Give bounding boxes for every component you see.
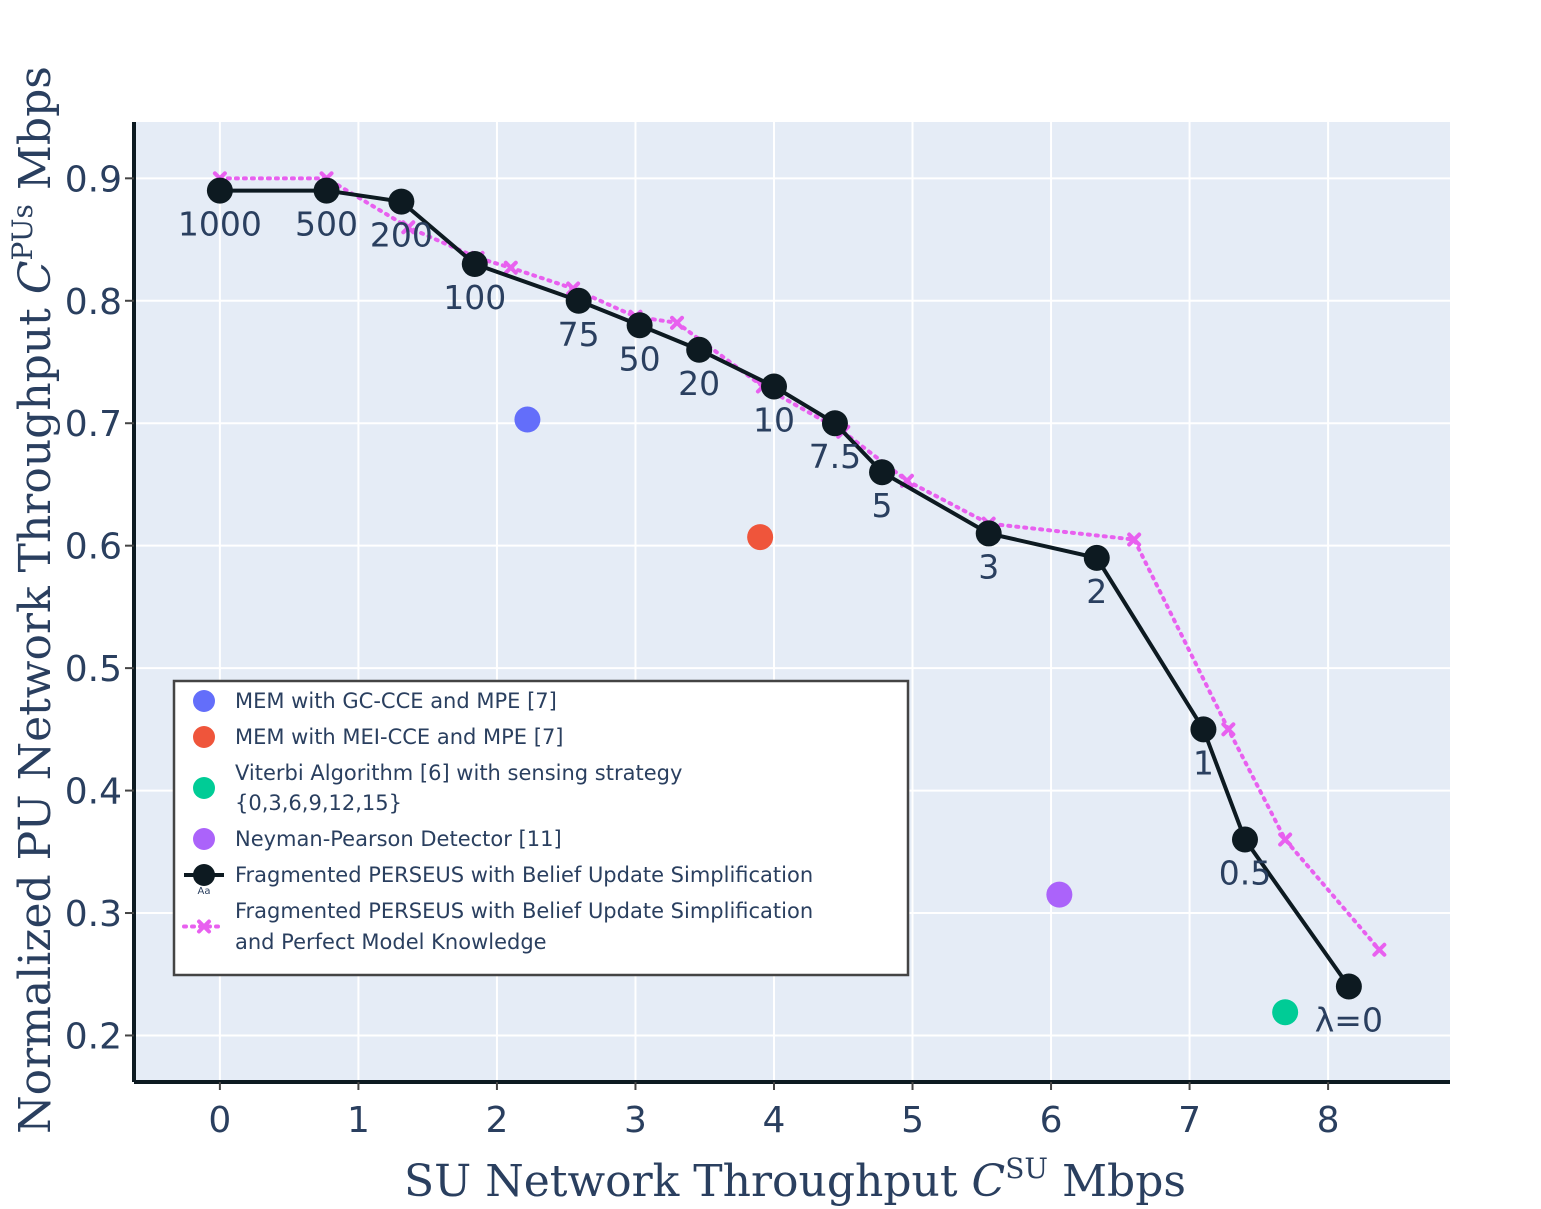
perseus-marker (206, 177, 233, 204)
legend-label: Viterbi Algorithm [6] with sensing strat… (235, 761, 682, 785)
perseus-point-label: 20 (678, 364, 720, 403)
perseus-point-label: λ=0 (1315, 1000, 1383, 1039)
perseus-point-label: 3 (978, 547, 999, 586)
series-layer (206, 171, 1387, 1026)
perseus-point-label: 1 (1193, 743, 1214, 782)
legend-marker (197, 919, 211, 934)
y-tick-label: 0.7 (65, 404, 122, 445)
perfect-model-marker (1127, 532, 1142, 547)
perseus-marker (760, 373, 787, 400)
legend-label: MEM with MEI-CCE and MPE [7] (235, 725, 564, 749)
y-tick-label: 0.2 (65, 1016, 122, 1057)
x-tick-label: 2 (485, 1100, 508, 1141)
scatter-point (1046, 881, 1073, 908)
legend-label: MEM with GC-CCE and MPE [7] (235, 689, 557, 713)
legend-marker (193, 690, 215, 712)
y-tick-label: 0.4 (65, 772, 122, 813)
perfect-model-marker (503, 260, 518, 275)
perseus-point-label: 10 (753, 400, 795, 439)
perseus-marker (686, 336, 713, 363)
perseus-point-label: 0.5 (1219, 854, 1271, 893)
perseus-marker (565, 287, 592, 314)
perseus-marker (626, 312, 653, 339)
point-labels: 1000 500 200 100 75 50 20 10 7.5 5 3 2 1 0.5 λ=0 (178, 205, 1383, 1040)
perfect-model-marker (670, 315, 685, 330)
perseus-point-label: 500 (295, 205, 358, 244)
perfect-model-marker (1278, 832, 1293, 847)
perseus-marker (869, 459, 896, 486)
perseus-marker (1083, 544, 1110, 571)
perfect-model-marker (1372, 942, 1387, 957)
x-axis-title: SU Network Throughput CSU Mbps (404, 1152, 1186, 1207)
perseus-marker (461, 251, 488, 278)
y-tick-label: 0.8 (65, 282, 122, 323)
scatter-point (514, 406, 541, 433)
perseus-point-label: 50 (619, 339, 661, 378)
y-tick-label: 0.5 (65, 649, 122, 690)
legend-marker (193, 777, 215, 799)
x-tick-label: 7 (1178, 1100, 1201, 1141)
x-tick-label: 8 (1317, 1100, 1340, 1141)
legend-label: Fragmented PERSEUS with Belief Update Si… (235, 899, 813, 923)
perseus-marker (313, 177, 340, 204)
legend-marker (193, 726, 215, 748)
perseus-point-label: 1000 (178, 205, 262, 244)
legend-items: MEM with GC-CCE and MPE [7] MEM with MEI-… (182, 689, 813, 954)
perseus-marker (1335, 973, 1362, 1000)
perseus-point-label: 7.5 (809, 437, 861, 476)
legend: MEM with GC-CCE and MPE [7] MEM with MEI-… (172, 679, 910, 977)
x-tick-label: 0 (208, 1100, 231, 1141)
perseus-point-label: 2 (1086, 572, 1107, 611)
perseus-marker (821, 410, 848, 437)
perseus-marker (1190, 716, 1217, 743)
x-tick-label: 5 (901, 1100, 924, 1141)
legend-marker (193, 828, 215, 850)
ticks: 0 1 2 3 4 5 6 7 8 0.2 0.3 0.4 0.5 0.6 0.7 0.8 0.9 (65, 159, 1340, 1141)
perseus-marker (975, 520, 1002, 547)
y-tick-label: 0.9 (65, 159, 122, 200)
perseus-marker (1231, 826, 1258, 853)
legend-label: and Perfect Model Knowledge (235, 930, 547, 954)
legend-text-marker: Aa (198, 886, 211, 897)
perseus-point-label: 5 (872, 486, 893, 525)
legend-marker (193, 864, 215, 886)
scatter-point (747, 524, 774, 551)
y-tick-label: 0.3 (65, 894, 122, 935)
y-tick-label: 0.6 (65, 527, 122, 568)
perfect-model-line (217, 176, 1382, 952)
perseus-point-label: 200 (370, 216, 433, 255)
x-tick-label: 3 (624, 1100, 647, 1141)
perseus-marker (388, 188, 415, 215)
legend-label: {0,3,6,9,12,15} (235, 791, 402, 815)
perseus-point-label: 75 (558, 315, 600, 354)
y-axis-title: Normalized PU Network Throughput CPUs Mb… (6, 66, 61, 1134)
x-tick-label: 4 (763, 1100, 786, 1141)
scatter-point (1272, 999, 1299, 1026)
perseus-point-label: 100 (443, 278, 506, 317)
legend-box (172, 679, 910, 977)
legend-label: Fragmented PERSEUS with Belief Update Si… (235, 863, 813, 887)
x-tick-label: 1 (347, 1100, 370, 1141)
perfect-model-marker (401, 220, 416, 235)
legend-label: Neyman-Pearson Detector [11] (235, 827, 562, 851)
x-tick-label: 6 (1040, 1100, 1063, 1141)
perfect-model-marker (1221, 722, 1236, 737)
